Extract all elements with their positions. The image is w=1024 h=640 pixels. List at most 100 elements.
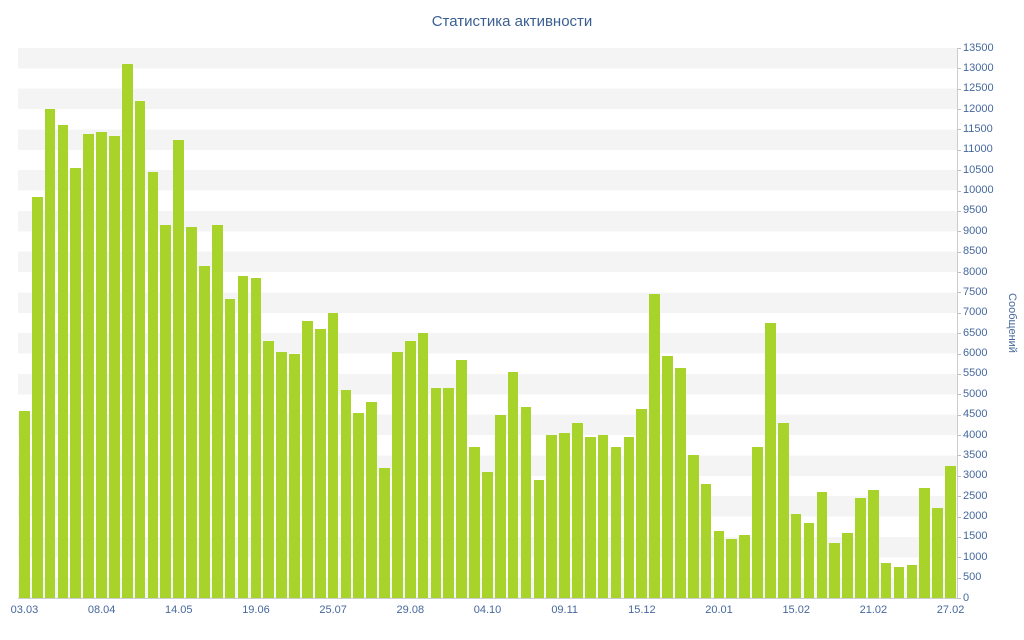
x-tick-label: 15.12: [628, 604, 656, 616]
x-tick-label: 27.02: [936, 604, 965, 616]
y-tick-mark: [957, 373, 961, 375]
bar: [520, 406, 532, 598]
y-tick-mark: [957, 231, 961, 233]
x-tick-label: 09.11: [551, 604, 579, 616]
bar: [44, 109, 56, 598]
bar: [289, 353, 300, 598]
bar: [392, 351, 403, 598]
bar: [610, 447, 622, 598]
bar: [842, 532, 853, 598]
bar: [855, 498, 866, 598]
y-tick-mark: [957, 88, 961, 90]
y-tick-label: 3000: [963, 469, 988, 482]
bar: [327, 312, 339, 598]
y-tick-label: 13000: [963, 61, 994, 74]
bar: [945, 465, 956, 598]
x-tick-label: 15.02: [782, 604, 810, 616]
y-axis-title: Сообщений: [1006, 293, 1018, 353]
y-tick-label: 8500: [963, 245, 988, 258]
y-tick-mark: [957, 333, 961, 335]
y-tick-mark: [957, 394, 961, 396]
y-tick-mark: [957, 210, 961, 212]
bar: [482, 471, 493, 598]
bar: [443, 388, 455, 598]
bar: [160, 225, 172, 598]
y-axis-line: [957, 48, 958, 599]
bar: [430, 388, 442, 598]
bar: [173, 139, 184, 598]
y-tick-mark: [957, 435, 961, 437]
bar: [906, 565, 918, 598]
bar: [353, 412, 365, 598]
y-tick-label: 7000: [963, 306, 988, 319]
bar: [597, 435, 609, 598]
x-tick-label: 25.07: [319, 604, 347, 616]
bar: [263, 341, 275, 598]
y-tick-mark: [957, 68, 961, 70]
bar: [96, 131, 107, 598]
x-tick-label: 19.06: [242, 604, 270, 616]
bar: [726, 538, 738, 598]
bar: [507, 371, 519, 598]
y-tick-mark: [957, 292, 961, 294]
y-tick-mark: [957, 475, 961, 477]
x-axis-line: [18, 598, 957, 599]
y-tick-mark: [957, 536, 961, 538]
y-tick-mark: [957, 353, 961, 355]
bar: [121, 64, 133, 598]
bar: [404, 341, 416, 598]
x-tick-label: 03.03: [10, 604, 39, 616]
y-tick-label: 5500: [963, 367, 988, 380]
bar: [533, 479, 545, 598]
x-tick-label: 04.10: [473, 604, 502, 616]
bar: [919, 488, 931, 598]
bar: [276, 351, 287, 598]
y-tick-label: 9000: [963, 224, 988, 237]
y-tick-label: 6500: [963, 326, 988, 339]
bar: [777, 422, 789, 598]
bar: [456, 359, 467, 598]
bar: [893, 567, 905, 598]
x-tick-label: 08.04: [87, 604, 116, 616]
y-tick-label: 10500: [963, 163, 994, 176]
bar: [816, 492, 828, 598]
x-tick-label: 20.01: [705, 604, 733, 616]
y-tick-label: 0: [963, 591, 970, 604]
x-tick-label: 14.05: [165, 604, 193, 616]
y-tick-label: 3500: [963, 448, 988, 461]
y-tick-mark: [957, 272, 961, 274]
y-tick-mark: [957, 149, 961, 151]
y-tick-mark: [957, 455, 961, 457]
bar: [417, 333, 429, 598]
bar: [700, 483, 712, 598]
bar: [932, 508, 943, 598]
y-tick-mark: [957, 312, 961, 314]
y-tick-mark: [957, 190, 961, 192]
y-tick-mark: [957, 170, 961, 172]
y-tick-label: 1000: [963, 550, 988, 563]
bar: [494, 414, 506, 598]
y-tick-label: 13500: [963, 41, 994, 54]
y-tick-label: 500: [963, 571, 982, 584]
bar: [803, 522, 815, 598]
x-tick-label: 29.08: [396, 604, 425, 616]
bar: [237, 276, 249, 598]
y-tick-label: 2000: [963, 510, 988, 523]
bar: [379, 467, 390, 598]
bar: [867, 490, 879, 598]
y-tick-label: 6000: [963, 347, 988, 360]
bar: [70, 168, 82, 598]
bar: [469, 447, 480, 598]
y-tick-mark: [957, 109, 961, 111]
bar: [649, 294, 660, 598]
y-tick-label: 4500: [963, 408, 988, 421]
bar: [301, 320, 313, 598]
bar: [340, 390, 352, 598]
bar: [366, 402, 377, 598]
bar: [250, 278, 262, 598]
y-tick-label: 10000: [963, 184, 994, 197]
bar: [572, 422, 583, 598]
bar: [19, 410, 30, 598]
bar: [687, 455, 699, 598]
